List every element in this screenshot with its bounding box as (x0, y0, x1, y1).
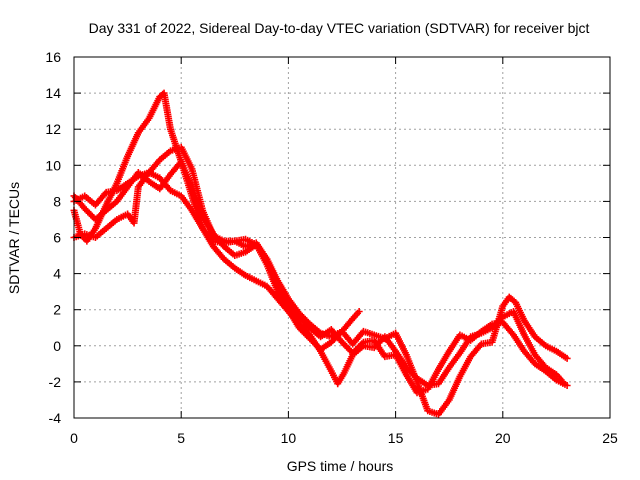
y-tick-label: 12 (45, 121, 61, 137)
x-tick-label: 5 (177, 430, 185, 446)
axis-ticks (73, 56, 611, 419)
y-tick-label: 2 (53, 302, 61, 318)
x-tick-label: 25 (602, 430, 618, 446)
chart-title: Day 331 of 2022, Sidereal Day-to-day VTE… (89, 20, 590, 36)
y-tick-label: -4 (49, 410, 62, 426)
y-tick-label: 8 (53, 193, 61, 209)
series-track-1 (70, 89, 363, 341)
y-tick-label: 16 (45, 49, 61, 65)
y-tick-label: 6 (53, 230, 61, 246)
x-tick-label: 20 (495, 430, 511, 446)
y-tick-label: 0 (53, 338, 61, 354)
x-tick-label: 10 (281, 430, 297, 446)
y-tick-label: 10 (45, 157, 61, 173)
x-axis-label: GPS time / hours (287, 458, 394, 474)
y-tick-label: -2 (49, 374, 62, 390)
data-point-marker (355, 308, 363, 316)
data-points (70, 89, 571, 418)
tick-labels: 0 5 10 15 20 25 -4 -2 0 2 4 6 8 10 12 14 16 (45, 49, 618, 446)
y-tick-label: 14 (45, 85, 61, 101)
x-tick-label: 0 (70, 430, 78, 446)
series-track-2 (70, 169, 567, 390)
y-axis-label: SDTVAR / TECUs (6, 182, 22, 294)
x-tick-label: 15 (388, 430, 404, 446)
y-tick-label: 4 (53, 266, 61, 282)
series-track-4 (70, 158, 571, 397)
series-track-3 (70, 143, 571, 418)
data-point-marker (563, 354, 571, 362)
data-point-marker (563, 382, 571, 390)
